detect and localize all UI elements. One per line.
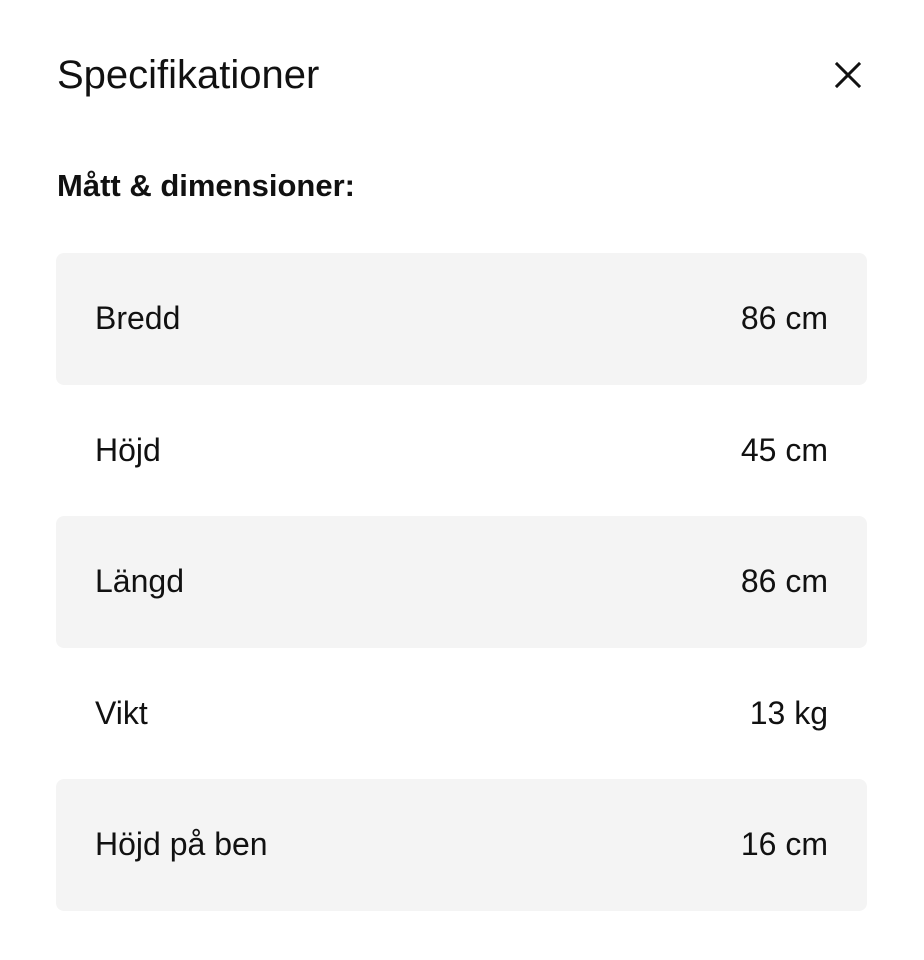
spec-label: Vikt bbox=[95, 694, 148, 731]
spec-value: 86 cm bbox=[740, 563, 828, 600]
spec-row-vikt: Vikt 13 kg bbox=[56, 648, 867, 780]
spec-label: Längd bbox=[95, 563, 184, 600]
close-icon bbox=[834, 61, 862, 89]
spec-row-langd: Längd 86 cm bbox=[56, 516, 867, 648]
spec-list: Bredd 86 cm Höjd 45 cm Längd 86 cm Vikt … bbox=[56, 253, 867, 911]
spec-value: 45 cm bbox=[740, 431, 828, 468]
spec-row-bredd: Bredd 86 cm bbox=[56, 253, 867, 385]
spec-row-hojd-pa-ben: Höjd på ben 16 cm bbox=[56, 779, 867, 911]
spec-value: 13 kg bbox=[749, 694, 828, 731]
spec-label: Bredd bbox=[95, 300, 181, 337]
close-button[interactable] bbox=[826, 53, 870, 97]
dialog-title: Specifikationer bbox=[57, 53, 320, 97]
spec-label: Höjd bbox=[95, 431, 161, 468]
spec-value: 16 cm bbox=[740, 826, 828, 863]
spec-row-hojd: Höjd 45 cm bbox=[56, 385, 867, 517]
spec-label: Höjd på ben bbox=[95, 826, 268, 863]
spec-value: 86 cm bbox=[740, 300, 828, 337]
section-heading: Mått & dimensioner: bbox=[57, 168, 355, 203]
